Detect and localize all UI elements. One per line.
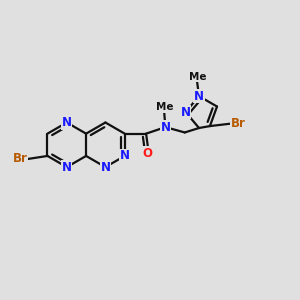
- Text: N: N: [120, 149, 130, 162]
- Text: N: N: [194, 90, 204, 103]
- Text: Me: Me: [189, 71, 207, 82]
- Text: N: N: [100, 160, 110, 174]
- Text: O: O: [142, 147, 152, 160]
- Text: N: N: [160, 121, 170, 134]
- Text: N: N: [62, 116, 72, 129]
- Text: Br: Br: [231, 117, 246, 130]
- Text: Me: Me: [156, 103, 174, 112]
- Text: N: N: [62, 160, 72, 174]
- Text: N: N: [181, 106, 190, 118]
- Text: Br: Br: [12, 152, 27, 165]
